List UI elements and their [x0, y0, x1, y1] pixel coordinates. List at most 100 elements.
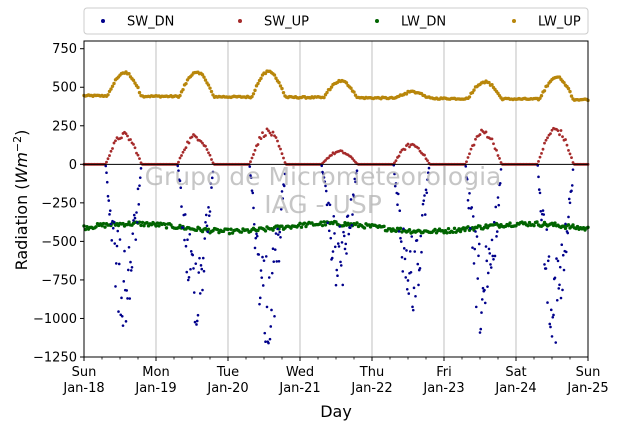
- lw-dn-point: [275, 224, 280, 228]
- sw-dn-point: [403, 257, 407, 261]
- sw-up-point: [474, 137, 477, 141]
- sw-up-point: [570, 156, 573, 159]
- data-points: [82, 69, 590, 345]
- sw-dn-point: [195, 319, 199, 323]
- sw-dn-point: [329, 236, 333, 240]
- sw-dn-point: [179, 186, 183, 190]
- sw-up-point: [129, 138, 132, 141]
- sw-dn-point: [326, 221, 330, 225]
- sw-dn-point: [210, 186, 213, 189]
- sw-up-point: [330, 153, 333, 157]
- lw-dn-point: [101, 221, 106, 226]
- lw-up-point: [251, 92, 256, 96]
- sw-dn-point: [481, 286, 485, 290]
- sw-dn-point: [347, 232, 351, 236]
- sw-dn-point: [353, 177, 357, 181]
- sw-dn-point: [327, 201, 330, 205]
- sw-dn-point: [110, 239, 114, 242]
- sw-dn-point: [249, 174, 252, 177]
- lw-dn-point: [463, 228, 467, 233]
- sw-dn-point: [471, 246, 474, 249]
- sw-dn-point: [331, 250, 335, 253]
- sw-dn-point: [468, 227, 472, 230]
- lw-dn-point: [553, 221, 557, 225]
- sw-dn-point: [276, 233, 280, 236]
- sw-dn-point: [280, 190, 284, 193]
- sw-dn-point: [192, 267, 195, 270]
- sw-dn-point: [337, 245, 341, 248]
- sw-dn-point: [131, 232, 135, 235]
- sw-up-point: [181, 150, 185, 154]
- lw-dn-point: [457, 227, 461, 231]
- sw-dn-point: [336, 274, 339, 277]
- sw-dn-point: [186, 278, 190, 282]
- lw-dn-point: [271, 228, 275, 232]
- sw-up-point: [120, 136, 123, 140]
- sw-dn-point: [400, 255, 404, 259]
- sw-dn-point: [120, 296, 123, 300]
- sw-dn-point: [422, 199, 426, 202]
- sw-dn-point: [483, 301, 487, 305]
- lw-dn-point: [452, 226, 457, 231]
- sw-dn-point: [396, 192, 400, 196]
- sw-up-point: [190, 135, 194, 139]
- sw-up-point: [559, 129, 563, 132]
- lw-dn-point: [154, 224, 158, 228]
- sw-dn-point: [323, 180, 327, 183]
- lw-up-point: [253, 88, 257, 93]
- legend-marker-lw-up: [512, 19, 516, 23]
- sw-dn-point: [104, 164, 108, 168]
- sw-dn-point: [352, 195, 356, 198]
- sw-dn-point: [568, 201, 572, 205]
- sw-dn-point: [550, 335, 554, 338]
- sw-up-point: [187, 141, 191, 145]
- sw-dn-point: [420, 213, 424, 217]
- sw-dn-point: [132, 213, 136, 217]
- lw-dn-point: [541, 223, 545, 227]
- lw-dn-point: [461, 226, 466, 230]
- sw-dn-point: [191, 253, 195, 257]
- sw-dn-point: [344, 242, 348, 246]
- sw-up-point: [538, 155, 542, 159]
- sw-dn-point: [494, 205, 498, 209]
- y-tick-label: 500: [52, 81, 77, 96]
- sw-dn-point: [544, 267, 548, 270]
- sw-dn-point: [477, 242, 481, 246]
- sw-dn-point: [558, 265, 562, 269]
- sw-up-point: [210, 158, 213, 161]
- lw-dn-point: [394, 229, 398, 233]
- lw-up-point: [277, 80, 281, 85]
- sw-dn-point: [561, 288, 564, 292]
- sw-up-point: [204, 144, 207, 148]
- lw-dn-point: [395, 226, 400, 230]
- sw-up-point: [277, 144, 281, 148]
- sw-dn-point: [552, 313, 555, 317]
- sw-dn-point: [492, 220, 496, 224]
- sw-dn-point: [349, 198, 353, 201]
- sw-up-point: [394, 159, 398, 163]
- sw-dn-point: [556, 259, 560, 263]
- sw-dn-point: [333, 245, 337, 249]
- sw-up-point: [252, 153, 255, 156]
- sw-dn-point: [538, 191, 542, 195]
- lw-dn-point: [323, 223, 328, 227]
- sw-dn-point: [253, 246, 257, 250]
- lw-up-point: [259, 76, 263, 81]
- sw-dn-point: [546, 301, 549, 304]
- sw-dn-point: [345, 252, 348, 255]
- sw-dn-point: [346, 214, 350, 218]
- lw-up-point: [178, 93, 182, 98]
- sw-up-point: [558, 133, 561, 137]
- lw-dn-point: [566, 223, 571, 227]
- sw-dn-point: [197, 271, 201, 274]
- sw-dn-point: [207, 214, 211, 217]
- sw-up-point: [469, 147, 473, 151]
- sw-dn-point: [340, 241, 344, 244]
- sw-dn-point: [189, 250, 193, 253]
- sw-dn-point: [129, 260, 132, 264]
- sw-dn-point: [112, 220, 116, 224]
- lw-dn-point: [142, 224, 146, 228]
- sw-dn-point: [279, 208, 283, 211]
- sw-dn-point: [188, 233, 192, 236]
- sw-dn-point: [480, 311, 483, 314]
